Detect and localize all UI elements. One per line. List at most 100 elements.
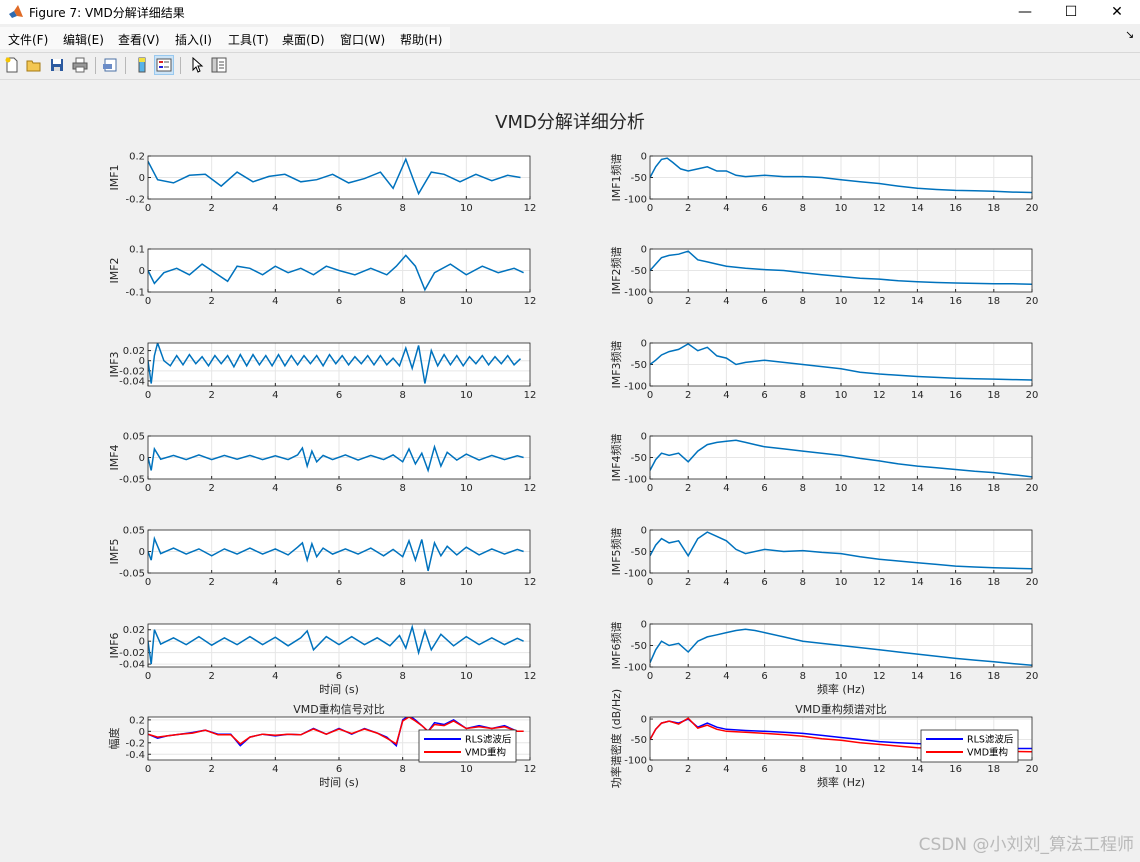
pointer-icon[interactable] — [187, 55, 207, 75]
menu-collapse-icon[interactable]: ↘ — [1125, 28, 1135, 41]
x-tick-label: 4 — [272, 296, 278, 307]
y-tick-label: -0.02 — [119, 648, 145, 659]
y-tick-label: -50 — [631, 641, 647, 652]
x-tick-label: 0 — [647, 390, 653, 401]
axes-vmd-reconstruction-spectrum: 0 2 4 6 8 10 12 14 16 18 20 -100 -50 0 功率谱密度 (dB/Hz) 频率… — [609, 689, 1038, 789]
figure-toolbar — [0, 55, 240, 77]
y-axis-label: IMF1频谱 — [609, 153, 623, 201]
y-tick-label: -0.1 — [125, 288, 145, 299]
x-tick-label: 0 — [145, 577, 151, 588]
x-tick-label: 6 — [336, 764, 342, 775]
x-tick-label: 6 — [761, 483, 767, 494]
y-tick-label: -0.4 — [125, 750, 145, 761]
x-tick-label: 6 — [761, 390, 767, 401]
x-tick-label: 14 — [911, 483, 924, 494]
close-button[interactable]: ✕ — [1111, 4, 1123, 20]
x-tick-label: 8 — [800, 764, 806, 775]
axes-frame — [147, 155, 531, 200]
legend-icon[interactable] — [154, 55, 174, 75]
menu-window[interactable]: 窗口(W) — [340, 33, 386, 47]
watermark-text: CSDN @小刘刘_算法工程师 — [918, 835, 1134, 855]
y-tick-label: 0 — [139, 173, 145, 184]
x-tick-label: 2 — [685, 764, 691, 775]
property-inspector-icon[interactable] — [209, 55, 229, 75]
x-tick-label: 2 — [685, 483, 691, 494]
y-axis-label: IMF1 — [108, 164, 121, 190]
y-axis-label: IMF3频谱 — [609, 340, 623, 388]
x-axis-label: 频率 (Hz) — [817, 775, 865, 789]
y-tick-label: -0.2 — [125, 195, 145, 206]
x-tick-label: 12 — [873, 764, 886, 775]
menu-insert[interactable]: 插入(I) — [175, 33, 212, 47]
y-tick-label: -50 — [631, 547, 647, 558]
maximize-button[interactable]: ☐ — [1064, 4, 1078, 20]
x-tick-label: 10 — [835, 390, 848, 401]
x-tick-label: 18 — [987, 203, 1000, 214]
print-icon[interactable] — [70, 55, 90, 75]
x-tick-label: 2 — [685, 390, 691, 401]
y-axis-label: IMF3 — [108, 351, 121, 377]
series-line-imf6-spectrum — [650, 628, 1032, 667]
legend-label: VMD重构 — [465, 747, 506, 759]
new-figure-icon[interactable] — [2, 55, 22, 75]
x-tick-label: 16 — [949, 577, 962, 588]
y-tick-label: -100 — [624, 569, 647, 580]
y-axis-label: IMF4 — [108, 444, 121, 470]
series-line-VMD重构 — [148, 717, 524, 746]
x-tick-label: 8 — [800, 296, 806, 307]
x-tick-label: 0 — [145, 764, 151, 775]
menu-edit[interactable]: 编辑(E) — [63, 33, 104, 47]
x-tick-label: 20 — [1026, 296, 1039, 307]
x-tick-label: 4 — [723, 671, 729, 682]
y-tick-label: 0.2 — [129, 152, 145, 163]
y-tick-label: 0.1 — [129, 245, 145, 256]
save-icon[interactable] — [47, 55, 67, 75]
menu-file[interactable]: 文件(F) — [8, 33, 49, 47]
x-tick-label: 20 — [1026, 577, 1039, 588]
x-tick-label: 0 — [145, 483, 151, 494]
menu-tools[interactable]: 工具(T) — [228, 33, 269, 47]
x-tick-label: 8 — [399, 296, 405, 307]
x-tick-label: 12 — [524, 203, 537, 214]
menu-view[interactable]: 查看(V) — [118, 33, 160, 47]
x-tick-label: 0 — [647, 764, 653, 775]
menu-help[interactable]: 帮助(H) — [400, 33, 443, 47]
x-tick-label: 12 — [524, 764, 537, 775]
x-tick-label: 8 — [800, 203, 806, 214]
print-preview-icon[interactable] — [100, 55, 120, 75]
series-line-imf1 — [148, 157, 521, 196]
x-tick-label: 2 — [685, 296, 691, 307]
axes-frame — [147, 529, 531, 574]
x-tick-label: 4 — [272, 764, 278, 775]
y-tick-label: 0.05 — [123, 526, 145, 537]
x-tick-label: 10 — [460, 577, 473, 588]
x-tick-label: 2 — [208, 203, 214, 214]
y-tick-label: 0 — [641, 715, 647, 726]
y-tick-label: 0 — [139, 727, 145, 738]
y-tick-label: 0.05 — [123, 432, 145, 443]
toolbar-divider — [0, 79, 1140, 80]
x-tick-label: 2 — [208, 483, 214, 494]
x-tick-label: 2 — [208, 577, 214, 588]
axes-imf1-spectrum: 0 2 4 6 8 10 12 14 16 18 20 -100 -50 0 IMF1频谱 — [609, 152, 1038, 215]
x-tick-label: 10 — [835, 203, 848, 214]
open-file-icon[interactable] — [24, 55, 44, 75]
x-tick-label: 16 — [949, 671, 962, 682]
axes-frame — [649, 529, 1033, 574]
menu-desktop[interactable]: 桌面(D) — [282, 33, 325, 47]
y-tick-label: -100 — [624, 756, 647, 767]
colorbar-icon[interactable] — [132, 55, 152, 75]
x-tick-label: 0 — [647, 483, 653, 494]
x-tick-label: 10 — [460, 483, 473, 494]
y-tick-label: -50 — [631, 360, 647, 371]
minimize-button[interactable]: — — [1018, 4, 1032, 20]
x-tick-label: 4 — [723, 764, 729, 775]
x-tick-label: 8 — [800, 390, 806, 401]
x-tick-label: 0 — [145, 203, 151, 214]
x-tick-label: 12 — [524, 296, 537, 307]
